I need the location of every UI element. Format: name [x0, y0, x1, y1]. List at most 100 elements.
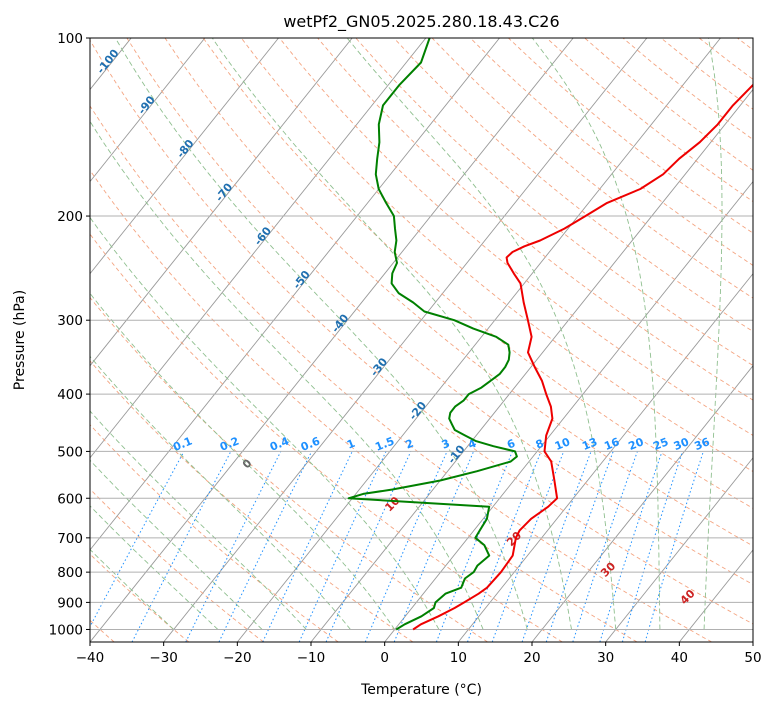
- dry-adiabat: [164, 38, 753, 547]
- x-tick-label: 20: [523, 650, 540, 666]
- plot-frame: [89, 37, 754, 643]
- isotherm-label: -80: [174, 137, 197, 161]
- mixing-ratio-line: [572, 451, 638, 642]
- dry-adiabat: [393, 38, 753, 333]
- y-tick-label: 500: [57, 444, 83, 460]
- moist-adiabat: [90, 459, 263, 630]
- mixing-ratio-line: [599, 451, 663, 642]
- moist-adiabat: [90, 548, 175, 630]
- dry-adiabat: [90, 296, 488, 642]
- moist-adiabat: [703, 38, 723, 630]
- y-tick-label: 1000: [49, 622, 83, 638]
- isotherm-line: [236, 38, 721, 642]
- mixing-ratio-label: 16: [602, 435, 621, 453]
- moist-adiabat: [90, 355, 351, 630]
- x-axis: −40 −30 −20 −10 0 10 20 30 40 50: [76, 642, 762, 666]
- isotherm-line: [163, 38, 648, 642]
- dry-adiabat: [240, 38, 753, 473]
- isotherm-label: -20: [407, 399, 430, 423]
- isotherm-label: -90: [135, 93, 158, 117]
- x-tick-label: −30: [149, 650, 178, 666]
- moist-adiabat: [346, 38, 617, 630]
- x-axis-label: Temperature (°C): [360, 682, 482, 698]
- isotherm-line: [457, 272, 753, 642]
- dry-adiabat: [546, 38, 753, 203]
- y-tick-label: 200: [57, 209, 83, 225]
- mixing-ratio-line: [393, 451, 475, 642]
- dry-adiabat: [126, 38, 753, 586]
- moist-adiabat-label: 30: [598, 559, 618, 579]
- y-tick-label: 400: [57, 387, 83, 403]
- dry-adiabat: [90, 424, 339, 642]
- isotherm-line: [90, 38, 353, 367]
- dry-adiabat: [279, 38, 753, 436]
- isotherm-label: -100: [94, 46, 122, 76]
- dry-adiabat: [90, 39, 753, 625]
- moist-adiabat: [90, 505, 219, 630]
- mixing-ratio-label: 1: [345, 437, 357, 452]
- mixing-ratio-label: 30: [672, 435, 691, 453]
- isotherm-line: [752, 641, 753, 642]
- dry-adiabat: [508, 38, 753, 234]
- mixing-ratio-line: [298, 451, 387, 642]
- mixing-ratio-line: [435, 451, 513, 642]
- dry-adiabat: [469, 38, 753, 266]
- background-lines: [0, 38, 753, 642]
- isotherm-line: [90, 38, 500, 551]
- dry-adiabat: [584, 38, 753, 171]
- y-tick-label: 700: [57, 531, 83, 547]
- dry-adiabat: [431, 38, 753, 299]
- y-tick-label: 900: [57, 595, 83, 611]
- isotherm-line: [90, 38, 427, 459]
- line-labels: -100-90-80-70-60-50-40-30-20-100.1 0.2 0.4…: [94, 46, 712, 607]
- dry-adiabat: [202, 38, 753, 509]
- dry-adiabat: [317, 38, 753, 401]
- isotherm-label: -30: [368, 355, 391, 379]
- isotherm-line: [0, 38, 58, 642]
- isotherm-line: [90, 38, 279, 275]
- y-tick-label: 300: [57, 313, 83, 329]
- mixing-ratio-line: [644, 451, 704, 642]
- mixing-ratio-line: [491, 451, 565, 642]
- isotherm-line: [605, 457, 753, 642]
- moist-adiabat: [90, 292, 396, 630]
- mixing-ratio-label: 25: [651, 435, 670, 453]
- mixing-ratio-label: 2: [404, 437, 416, 452]
- mixing-ratio-line: [131, 451, 232, 642]
- dry-adiabat: [355, 38, 753, 366]
- moist-adiabat: [90, 410, 307, 630]
- mixing-ratio-line: [521, 451, 592, 642]
- isotherm-line: [90, 38, 574, 642]
- isotherm-line: [90, 38, 206, 183]
- y-tick-label: 100: [57, 31, 83, 47]
- isotherm-line: [678, 549, 753, 642]
- y-axis: 100 200 300 400 500 600 700 800 900 1000: [49, 31, 90, 638]
- y-tick-label: 800: [57, 565, 83, 581]
- moist-adiabat-label: 0: [240, 456, 255, 471]
- isotherm-line: [531, 365, 753, 642]
- mixing-ratio-line: [90, 451, 185, 628]
- x-tick-label: −40: [76, 650, 105, 666]
- mixing-ratio-label: 36: [693, 435, 712, 453]
- mixing-ratio-line: [325, 451, 412, 642]
- moist-adiabat: [531, 38, 661, 630]
- moist-adiabat: [90, 120, 484, 630]
- y-axis-label: Pressure (hPa): [12, 290, 28, 390]
- isotherm-label: -50: [290, 268, 313, 292]
- y-tick-label: 600: [57, 491, 83, 507]
- x-tick-label: 50: [744, 650, 761, 666]
- isotherm-label: -40: [329, 311, 352, 335]
- moist-adiabat: [90, 216, 440, 630]
- mixing-ratio-label: 8: [534, 437, 546, 452]
- dry-adiabat: [90, 488, 264, 642]
- profiles: [347, 38, 753, 631]
- x-tick-label: 10: [450, 650, 467, 666]
- dry-adiabat: [737, 38, 753, 51]
- x-tick-label: −10: [297, 650, 326, 666]
- mixing-ratio-line: [364, 451, 448, 642]
- mixing-ratio-line: [185, 451, 282, 642]
- mixing-ratio-line: [218, 451, 313, 642]
- x-tick-label: 40: [671, 650, 688, 666]
- temperature-profile: [412, 83, 753, 631]
